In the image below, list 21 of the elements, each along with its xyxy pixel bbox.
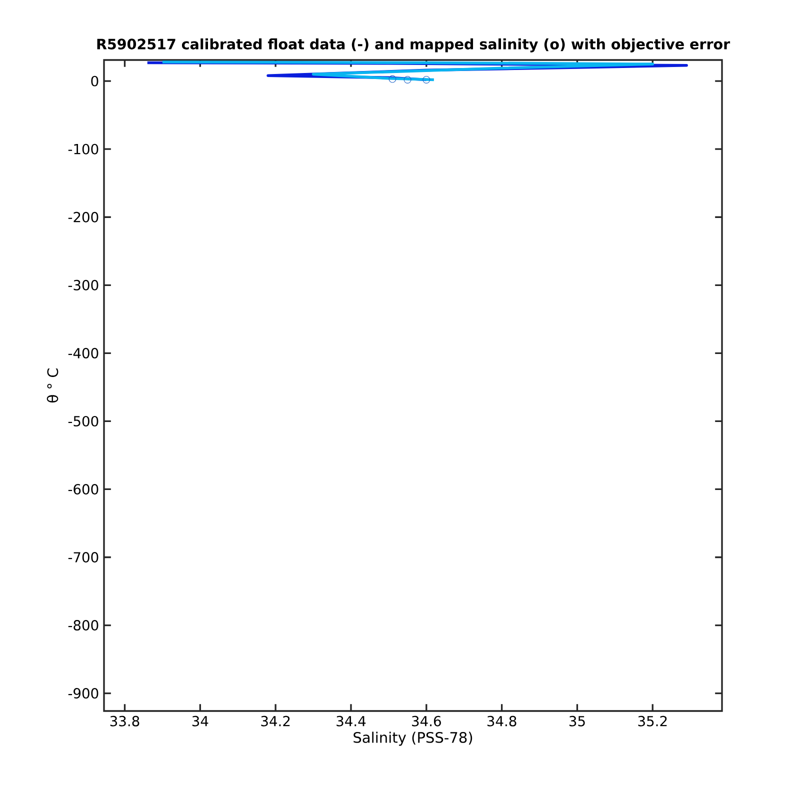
- y-tick-label: 0: [91, 76, 98, 86]
- x-axis-title: Salinity (PSS-78): [354, 732, 472, 746]
- y-tick-label: -100: [68, 144, 98, 154]
- y-tick-label: -600: [68, 484, 98, 494]
- x-tick-label: 34.2: [261, 716, 290, 726]
- y-tick-label: -700: [68, 552, 98, 562]
- x-tick-label: 35.2: [638, 716, 667, 726]
- x-tick-label: 33.8: [110, 716, 140, 726]
- y-tick-label: -800: [68, 620, 98, 631]
- y-tick-label: -200: [68, 212, 98, 222]
- y-axis-title: θ ° C: [46, 368, 58, 402]
- x-tick-label: 34.4: [336, 716, 366, 726]
- chart-title: R5902517 calibrated float data (-) and mapped salinity (o) with objective error: [97, 38, 730, 52]
- y-tick-label: -900: [68, 688, 98, 699]
- x-tick-label: 34.8: [487, 716, 516, 726]
- y-tick-label: -400: [68, 348, 98, 358]
- x-tick-label: 34.6: [412, 716, 441, 726]
- y-tick-label: -300: [68, 280, 98, 290]
- x-tick-label: 35: [569, 716, 585, 726]
- y-tick-label: -500: [68, 416, 98, 426]
- x-tick-label: 34: [192, 716, 208, 726]
